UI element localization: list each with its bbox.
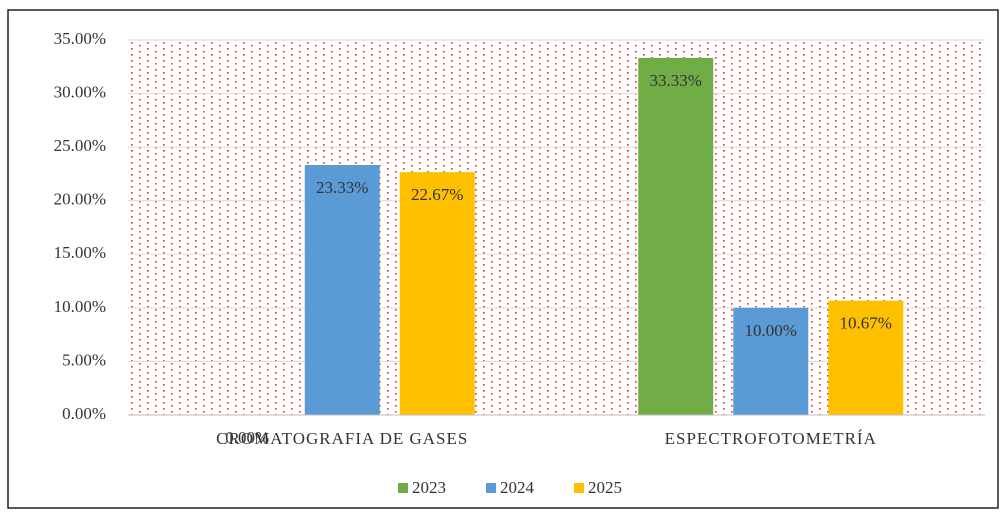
bar: [828, 300, 904, 415]
y-tick-label: 5.00%: [62, 350, 106, 369]
bar: [638, 57, 714, 416]
value-label: 22.67%: [411, 185, 463, 204]
value-label: 33.33%: [650, 71, 702, 90]
y-tick-label: 35.00%: [54, 29, 106, 48]
legend-label: 2023: [412, 478, 446, 497]
bar: [399, 172, 475, 415]
y-tick-label: 10.00%: [54, 297, 106, 316]
value-label: 23.33%: [316, 178, 368, 197]
y-tick-label: 0.00%: [62, 404, 106, 423]
value-label: 10.00%: [745, 321, 797, 340]
value-label: 0.00%: [225, 428, 269, 447]
y-tick-label: 30.00%: [54, 82, 106, 101]
y-tick-label: 15.00%: [54, 243, 106, 262]
y-tick-label: 25.00%: [54, 136, 106, 155]
y-tick-label: 20.00%: [54, 190, 106, 209]
legend-swatch: [574, 483, 584, 493]
legend-label: 2025: [588, 478, 622, 497]
legend-swatch: [398, 483, 408, 493]
legend-swatch: [486, 483, 496, 493]
value-label: 10.67%: [840, 314, 892, 333]
bar: [304, 165, 380, 415]
x-tick-label: ESPECTROFOTOMETRÍA: [665, 429, 877, 448]
legend-label: 2024: [500, 478, 535, 497]
bar: [733, 307, 809, 415]
x-tick-label: CROMATOGRAFIA DE GASES: [216, 429, 468, 448]
